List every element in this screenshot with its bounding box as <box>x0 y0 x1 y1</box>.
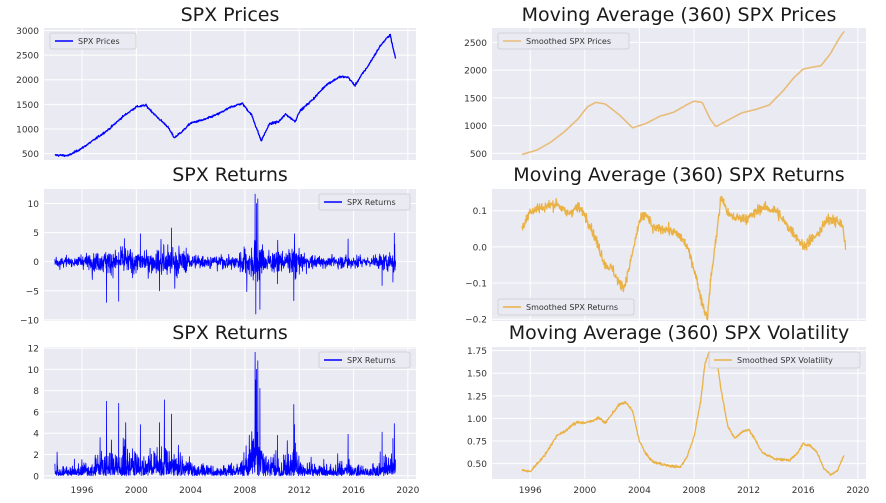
x-tick-label: 2004 <box>628 486 651 496</box>
chart-p6: 0.50 0.75 1.00 1.25 1.50 1.75 1996 2000 2004 2008… <box>467 347 870 496</box>
y-tick-label: 2000 <box>16 76 39 86</box>
chart-p2: 500 1000 1500 2000 2500 Smoothed SPX Prices <box>464 28 866 160</box>
legend-box <box>497 32 630 50</box>
x-tick-label: 2000 <box>573 486 596 496</box>
y-tick-label: 500 <box>470 150 487 160</box>
chart-panel-spx-prices: SPX Prices <box>0 0 443 168</box>
y-tick-label: 1.00 <box>467 415 487 425</box>
y-tick-label: 2500 <box>16 52 39 62</box>
legend-label: Smoothed SPX Prices <box>526 37 611 46</box>
legend-box <box>497 298 635 316</box>
series-line <box>54 33 397 158</box>
x-tick-label: 2012 <box>288 486 311 496</box>
chart-title: Moving Average (360) SPX Returns <box>513 164 845 186</box>
legend-box <box>318 193 411 211</box>
y-tick-label: 2500 <box>464 39 487 49</box>
x-tick-label: 2000 <box>125 486 148 496</box>
y-tick-label: 0.75 <box>467 438 487 448</box>
chart-title: Moving Average (360) SPX Prices <box>521 4 837 26</box>
x-tick-label: 2008 <box>233 486 256 496</box>
legend-label: Smoothed SPX Returns <box>526 303 618 312</box>
legend-box <box>318 351 411 369</box>
x-tick-label: 2012 <box>737 486 760 496</box>
chart-p4: −0.2 −0.1 0.0 0.1 Smoothed SPX Returns <box>465 189 866 326</box>
series-line <box>54 193 396 315</box>
y-tick-label: 0 <box>33 258 39 268</box>
series-line <box>521 30 845 156</box>
y-tick-label: 1000 <box>464 122 487 132</box>
legend-box <box>49 32 137 50</box>
x-tick-label: 2020 <box>846 486 869 496</box>
legend-box <box>708 351 861 369</box>
y-tick-label: 1.25 <box>467 392 487 402</box>
y-tick-label: 12 <box>28 345 39 355</box>
y-tick-label: 1.75 <box>467 347 487 357</box>
x-tick-label: 2016 <box>792 486 815 496</box>
y-tick-label: 500 <box>22 150 39 160</box>
chart-p5: 0 2 4 6 8 10 12 1996 2000 2004 2008 2012 2016 2020 SPX… <box>28 345 420 496</box>
y-tick-label: 10 <box>28 366 40 376</box>
y-tick-label: 3000 <box>16 27 39 37</box>
y-tick-label: 0.0 <box>473 243 488 253</box>
y-tick-label: −5 <box>26 287 39 297</box>
y-tick-label: 1500 <box>464 94 487 104</box>
y-tick-label: −0.1 <box>465 280 487 290</box>
y-tick-label: 4 <box>33 430 39 440</box>
x-tick-label: 2016 <box>342 486 365 496</box>
y-tick-label: 6 <box>33 408 39 418</box>
chart-title: SPX Returns <box>172 322 288 344</box>
y-tick-label: 10 <box>28 200 40 210</box>
y-tick-label: 0 <box>33 472 39 482</box>
y-tick-label: 2000 <box>464 67 487 77</box>
chart-title: SPX Returns <box>172 164 288 186</box>
y-tick-label: 2 <box>33 451 39 461</box>
series-line <box>521 351 845 477</box>
legend-label: SPX Returns <box>347 356 396 365</box>
y-tick-label: 1.50 <box>467 370 487 380</box>
chart-panel-spx-absolute-returns: SPX Returns <box>172 322 288 344</box>
chart-title: Moving Average (360) SPX Volatility <box>508 322 850 344</box>
chart-panel-moving-average-spx-prices: Moving Average (360) SPX Prices <box>0 0 886 168</box>
x-tick-label: 1996 <box>71 486 94 496</box>
legend-label: SPX Returns <box>347 198 396 207</box>
series-line <box>54 351 396 477</box>
x-tick-label: 1996 <box>519 486 542 496</box>
legend-label: Smoothed SPX Volatility <box>737 356 833 365</box>
y-tick-label: 0.1 <box>473 207 487 217</box>
y-tick-label: 0.50 <box>467 460 487 470</box>
x-tick-label: 2008 <box>683 486 706 496</box>
y-tick-label: 1000 <box>16 125 39 135</box>
y-tick-label: −10 <box>20 316 39 326</box>
legend-label: SPX Prices <box>78 37 120 46</box>
series-line <box>521 195 847 321</box>
chart-p3: −10 −5 0 5 10 SPX Returns <box>20 189 416 326</box>
x-tick-label: 2004 <box>179 486 202 496</box>
chart-panel-spx-returns: SPX Returns <box>0 0 443 330</box>
y-tick-label: 5 <box>33 229 39 239</box>
y-tick-label: 8 <box>33 387 39 397</box>
chart-p1: 500 1000 1500 2000 2500 3000 SPX Prices <box>16 27 416 160</box>
y-tick-label: −0.2 <box>465 316 487 326</box>
y-tick-label: 1500 <box>16 101 39 111</box>
chart-title: SPX Prices <box>180 4 280 26</box>
chart-panel-moving-average-spx-returns: Moving Average (360) SPX Returns <box>513 164 845 186</box>
x-tick-label: 2020 <box>396 486 419 496</box>
